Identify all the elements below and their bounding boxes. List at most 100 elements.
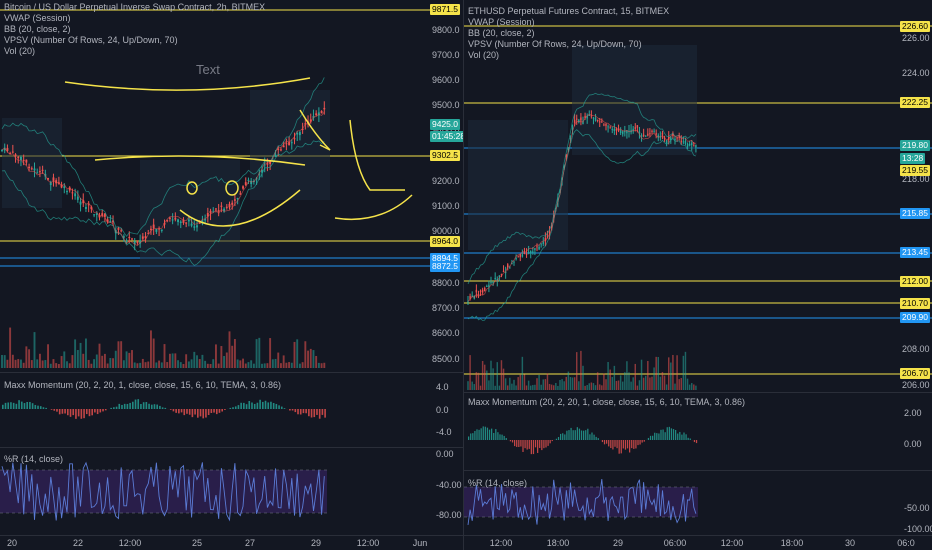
left-legend-symbol[interactable]: Bitcoin / US Dollar Perpetual Inverse Sw…: [4, 2, 266, 12]
volume-bar: [628, 372, 630, 390]
right-chart-canvas[interactable]: [464, 0, 932, 550]
momentum-bar: [240, 402, 242, 409]
left-legend-bb[interactable]: BB (20, close, 2): [4, 24, 71, 34]
momentum-title[interactable]: Maxx Momentum (20, 2, 20, 1, close, clos…: [468, 397, 745, 407]
momentum-bar: [102, 409, 104, 412]
momentum-bar: [134, 399, 137, 409]
candle-body: [74, 193, 77, 197]
volume-bar: [22, 362, 25, 368]
volume-bar: [120, 341, 123, 368]
date-tick: 29: [310, 538, 322, 548]
candle-body: [483, 288, 486, 291]
volume-bar: [527, 380, 530, 390]
left-date-axis[interactable]: 20 22 12:00 25 27 29 12:00 Jun: [0, 535, 463, 550]
pane-separator[interactable]: [464, 392, 932, 393]
momentum-bar: [232, 407, 234, 409]
right-legend-vpsv[interactable]: VPSV (Number Of Rows, 24, Up/Down, 70): [468, 39, 642, 49]
momentum-bar: [67, 409, 69, 416]
volume-bar: [584, 385, 586, 390]
price-tick: 9700.0: [432, 50, 460, 60]
left-legend-vwap[interactable]: VWAP (Session): [4, 13, 71, 23]
candle-body: [63, 186, 66, 189]
right-legend-vol[interactable]: Vol (20): [468, 50, 500, 60]
momentum-bar: [501, 434, 503, 440]
momentum-bar: [526, 440, 528, 450]
volume-bar: [133, 362, 136, 368]
volume-bar: [136, 363, 139, 368]
momentum-bar: [534, 440, 537, 448]
momentum-bar: [514, 440, 516, 447]
volume-bar: [117, 341, 120, 368]
candle-body: [688, 143, 691, 146]
momentum-bar: [85, 409, 88, 415]
volume-bar: [506, 385, 509, 390]
candle-body: [25, 159, 28, 163]
candle-body: [563, 165, 565, 169]
volume-bar: [565, 376, 568, 390]
momentum-tick: 4.0: [436, 382, 449, 392]
wr-title[interactable]: %R (14, close): [468, 478, 528, 488]
candle-body: [655, 133, 657, 135]
left-legend-vol[interactable]: Vol (20): [4, 46, 36, 56]
momentum-bar: [15, 403, 18, 409]
right-legend-vwap[interactable]: VWAP (Session): [468, 17, 535, 27]
volume-bar: [288, 362, 291, 368]
volume-bar: [223, 356, 226, 368]
pane-separator[interactable]: [464, 470, 932, 471]
volume-bar: [139, 362, 142, 368]
date-tick: 12:00: [720, 538, 744, 548]
volume-bar: [523, 374, 526, 390]
momentum-bar: [137, 399, 140, 409]
momentum-bar: [541, 440, 543, 451]
date-tick: 20: [6, 538, 18, 548]
candle-body: [17, 156, 20, 159]
momentum-bar: [205, 409, 207, 418]
momentum-bar: [641, 440, 643, 443]
candle-body: [538, 246, 540, 250]
momentum-bar: [123, 403, 126, 409]
momentum-bar: [161, 407, 164, 409]
candle-body: [36, 172, 39, 174]
candle-body: [642, 134, 645, 137]
volume-bar: [638, 380, 641, 390]
momentum-bar: [53, 409, 56, 411]
bollinger-basis: [467, 113, 696, 302]
momentum-bar: [126, 403, 129, 409]
text-annotation[interactable]: Text: [196, 62, 220, 77]
candle-body: [1, 149, 3, 151]
momentum-bar: [564, 434, 566, 440]
volume-bar: [304, 341, 307, 368]
momentum-bar: [497, 432, 499, 440]
volume-bar: [517, 377, 519, 390]
momentum-bar: [113, 407, 115, 409]
volume-bar: [575, 352, 578, 390]
left-legend-vpsv[interactable]: VPSV (Number Of Rows, 24, Up/Down, 70): [4, 35, 178, 45]
left-chart-pane[interactable]: Bitcoin / US Dollar Perpetual Inverse Sw…: [0, 0, 464, 550]
wr-title[interactable]: %R (14, close): [4, 454, 64, 464]
volume-bar: [561, 379, 563, 390]
volume-bar: [653, 367, 655, 390]
pane-separator[interactable]: [0, 372, 463, 373]
volume-bar: [168, 353, 171, 368]
momentum-title[interactable]: Maxx Momentum (20, 2, 20, 1, close, clos…: [4, 380, 281, 390]
momentum-bar: [251, 402, 253, 409]
right-legend-symbol[interactable]: ETHUSD Perpetual Futures Contract, 15, B…: [468, 6, 670, 16]
volume-bar: [101, 355, 104, 368]
wr-tick: -40.00: [436, 480, 462, 490]
right-legend-bb[interactable]: BB (20, close, 2): [468, 28, 535, 38]
candle-body: [79, 201, 82, 205]
left-chart-canvas[interactable]: [0, 0, 463, 550]
momentum-bar: [482, 426, 484, 440]
momentum-bar: [110, 407, 112, 409]
momentum-bar: [656, 433, 658, 440]
candle-body: [155, 228, 158, 232]
momentum-bar: [64, 409, 66, 414]
candle-body: [47, 177, 49, 180]
momentum-bar: [568, 430, 570, 440]
pane-separator[interactable]: [0, 447, 463, 448]
volume-bar: [529, 385, 532, 390]
right-date-axis[interactable]: 12:00 18:00 29 06:00 12:00 18:00 30 06:0: [464, 535, 932, 550]
price-tag: 212.00: [900, 276, 930, 287]
right-chart-pane[interactable]: ETHUSD Perpetual Futures Contract, 15, B…: [464, 0, 932, 550]
volume-bar: [509, 377, 511, 390]
